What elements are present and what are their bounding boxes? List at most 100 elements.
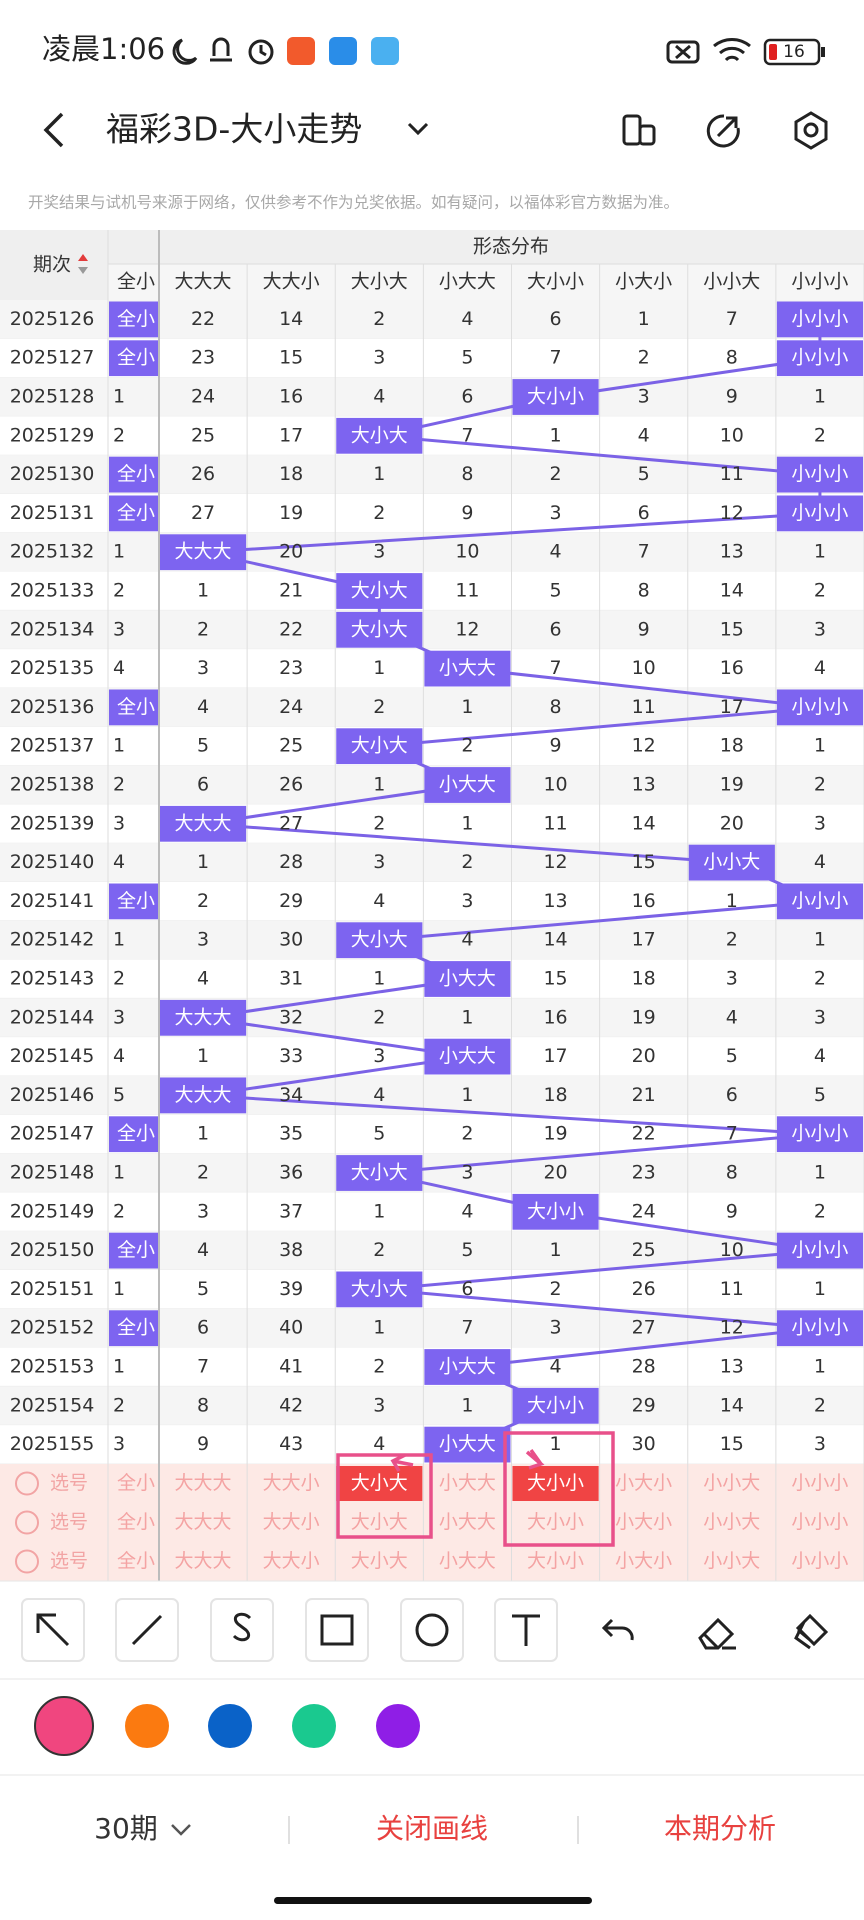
line-tool[interactable] [115,1598,179,1662]
miss-count: 2 [461,1123,473,1145]
color-purple[interactable] [376,1704,420,1748]
miss-count: 14 [279,308,303,330]
hit-label: 小小大 [703,851,760,873]
pick-option[interactable]: 大大小 [263,1472,320,1494]
curve-tool[interactable] [210,1598,274,1662]
miss-count: 22 [279,618,303,640]
miss-count: 1 [197,580,209,602]
hit-label: 小小小 [791,347,848,369]
undo-tool[interactable] [601,1618,634,1641]
pick-option[interactable]: 小小小 [791,1472,848,1494]
pick-option[interactable]: 大大小 [263,1550,320,1572]
miss-count: 21 [632,1084,656,1106]
miss-count: 7 [197,1356,209,1378]
column-header: 全小 [117,271,155,293]
period: 2025148 [10,1162,95,1184]
pick-option[interactable]: 全小 [117,1511,155,1533]
title-dropdown[interactable] [407,122,429,136]
miss-count: 3 [373,1394,385,1416]
clear-tool[interactable] [794,1613,829,1650]
pick-option[interactable]: 大小小 [527,1511,584,1533]
hit-label: 小大大 [439,1045,496,1067]
miss-count: 2 [814,424,826,446]
pick-option[interactable]: 小小大 [703,1550,760,1572]
hit-label: 大小大 [351,580,408,602]
miss-count: 41 [279,1356,303,1378]
color-green[interactable] [292,1704,336,1748]
miss-count: 1 [373,463,385,485]
pick-option[interactable]: 小小小 [791,1550,848,1572]
color-pink[interactable] [34,1696,94,1756]
pick-option[interactable]: 大大小 [263,1511,320,1533]
settings-button[interactable] [794,111,828,150]
layout-button[interactable] [622,114,656,146]
pick-option[interactable]: 小大小 [615,1511,672,1533]
pick-option[interactable]: 大小小 [527,1550,584,1572]
pick-option[interactable]: 小大小 [615,1550,672,1572]
battery-level [769,44,777,60]
miss-count: 43 [279,1433,303,1455]
miss-count: 14 [720,1394,744,1416]
pick-option[interactable]: 小大大 [439,1550,496,1572]
period: 2025145 [10,1045,95,1067]
miss-count: 2 [113,1200,125,1222]
miss-count: 4 [461,929,473,951]
pick-option[interactable]: 大大大 [175,1472,232,1494]
pick-option[interactable]: 大大大 [175,1550,232,1572]
miss-count: 1 [461,812,473,834]
hit-label: 大大大 [175,1006,232,1028]
miss-count: 4 [461,1200,473,1222]
miss-count: 1 [113,1162,125,1184]
hit-label: 大小大 [351,735,408,757]
miss-count: 4 [550,541,562,563]
pick-option[interactable]: 小大小 [615,1472,672,1494]
miss-count: 7 [461,1317,473,1339]
miss-count: 3 [197,1200,209,1222]
back-button[interactable] [43,112,64,148]
pick-option[interactable]: 小小大 [703,1511,760,1533]
pick-option[interactable]: 小大大 [439,1472,496,1494]
miss-count: 1 [113,735,125,757]
arrow-tool[interactable] [21,1598,85,1662]
pick-option[interactable]: 大大大 [175,1511,232,1533]
period: 2025154 [10,1394,95,1416]
pick-option[interactable]: 大小小 [527,1472,584,1494]
circle-tool[interactable] [400,1598,464,1662]
pick-option[interactable]: 小小小 [791,1511,848,1533]
share-button[interactable] [706,114,740,148]
miss-count: 15 [543,968,567,990]
miss-count: 15 [632,851,656,873]
period-selector[interactable]: 30期 [94,1812,158,1845]
miss-count: 10 [543,774,567,796]
pick-option[interactable]: 大小大 [351,1511,408,1533]
close-lines-button[interactable]: 关闭画线 [376,1812,488,1845]
miss-count: 25 [279,735,303,757]
miss-count: 6 [726,1084,738,1106]
hit-cell [109,301,158,338]
hit-cell [776,456,863,493]
period: 2025134 [10,618,95,640]
eraser-tool[interactable] [698,1617,736,1650]
color-orange[interactable] [125,1704,169,1748]
color-blue[interactable] [208,1704,252,1748]
miss-count: 13 [720,1356,744,1378]
pick-option[interactable]: 大小大 [351,1550,408,1572]
pick-option[interactable]: 全小 [117,1472,155,1494]
miss-count: 2 [373,696,385,718]
pick-option[interactable]: 大小大 [351,1472,408,1494]
miss-count: 11 [720,1278,744,1300]
pick-option[interactable]: 全小 [117,1550,155,1572]
text-tool[interactable] [494,1598,558,1662]
miss-count: 8 [638,580,650,602]
pick-option[interactable]: 小小大 [703,1472,760,1494]
miss-count: 3 [373,347,385,369]
miss-count: 1 [197,1123,209,1145]
period: 2025152 [10,1317,95,1339]
analysis-button[interactable]: 本期分析 [664,1812,776,1845]
miss-count: 12 [455,618,479,640]
pick-label: 选号 [50,1550,88,1572]
rect-tool[interactable] [305,1598,369,1662]
miss-count: 8 [550,696,562,718]
pick-option[interactable]: 小大大 [439,1511,496,1533]
miss-count: 2 [373,812,385,834]
